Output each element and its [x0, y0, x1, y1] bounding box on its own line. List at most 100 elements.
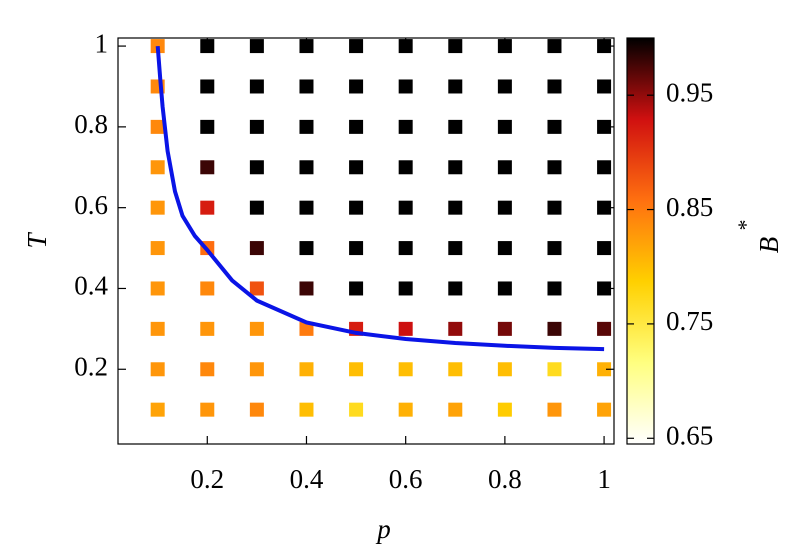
data-square	[200, 39, 215, 54]
data-square	[299, 241, 314, 256]
data-square	[448, 402, 463, 417]
data-square	[249, 281, 264, 296]
data-square	[249, 119, 264, 134]
data-square	[398, 362, 413, 377]
data-square	[200, 200, 215, 215]
data-square	[398, 119, 413, 134]
data-square	[497, 241, 512, 256]
x-tick-label: 0.2	[190, 464, 224, 494]
data-square	[200, 362, 215, 377]
data-square	[150, 200, 165, 215]
data-square	[299, 79, 314, 94]
data-square	[299, 362, 314, 377]
x-tick-label: 0.4	[290, 464, 324, 494]
y-axis-label: T	[22, 232, 52, 249]
data-square	[597, 321, 612, 336]
data-square	[299, 160, 314, 175]
x-tick-label: 0.8	[488, 464, 522, 494]
y-tick-label: 0.6	[74, 190, 108, 220]
data-square	[200, 321, 215, 336]
data-square	[299, 200, 314, 215]
data-square	[150, 119, 165, 134]
data-square	[448, 241, 463, 256]
data-square	[448, 321, 463, 336]
y-tick-label: 0.2	[74, 351, 108, 381]
data-square	[150, 281, 165, 296]
data-square	[349, 39, 364, 54]
data-square	[497, 321, 512, 336]
data-square	[150, 362, 165, 377]
data-square	[398, 241, 413, 256]
data-square	[398, 321, 413, 336]
data-square	[497, 402, 512, 417]
data-square	[597, 402, 612, 417]
data-square	[448, 119, 463, 134]
data-square	[597, 200, 612, 215]
colorbar-tick-label: 0.95	[666, 77, 713, 107]
data-square	[547, 79, 562, 94]
data-square	[349, 200, 364, 215]
data-square	[497, 281, 512, 296]
x-tick-label: 0.6	[389, 464, 423, 494]
data-square	[200, 160, 215, 175]
colorbar-label: B	[754, 237, 784, 254]
data-square	[299, 281, 314, 296]
data-square	[448, 160, 463, 175]
data-square	[349, 281, 364, 296]
colorbar	[626, 37, 655, 445]
colorbar-tick-label: 0.75	[666, 306, 713, 336]
data-square	[398, 200, 413, 215]
data-square	[299, 39, 314, 54]
data-square	[547, 39, 562, 54]
data-square	[299, 119, 314, 134]
data-square	[349, 160, 364, 175]
data-square	[547, 402, 562, 417]
colorbar-tick-label: 0.85	[666, 192, 713, 222]
data-square	[497, 200, 512, 215]
data-square	[398, 281, 413, 296]
data-square	[547, 119, 562, 134]
data-square	[249, 200, 264, 215]
data-square	[497, 119, 512, 134]
data-square	[200, 79, 215, 94]
data-square	[398, 79, 413, 94]
data-square	[249, 362, 264, 377]
data-square	[398, 402, 413, 417]
y-tick-label: 1	[95, 28, 109, 58]
data-square	[349, 362, 364, 377]
data-square	[597, 241, 612, 256]
data-square	[349, 241, 364, 256]
data-square	[200, 402, 215, 417]
data-square	[249, 39, 264, 54]
data-square	[597, 119, 612, 134]
data-square	[448, 281, 463, 296]
data-square	[249, 241, 264, 256]
data-square	[497, 39, 512, 54]
curve	[155, 45, 605, 352]
data-square	[448, 200, 463, 215]
data-square	[547, 321, 562, 336]
data-square	[597, 362, 612, 377]
data-square	[200, 119, 215, 134]
colorbar-tick-label: 0.65	[666, 420, 713, 450]
data-square	[597, 160, 612, 175]
data-square	[547, 241, 562, 256]
x-axis-label: p	[375, 514, 391, 544]
data-square	[497, 79, 512, 94]
data-square	[150, 160, 165, 175]
data-square	[249, 402, 264, 417]
data-square	[150, 241, 165, 256]
data-square	[448, 79, 463, 94]
data-square	[349, 402, 364, 417]
data-square	[497, 160, 512, 175]
data-square	[547, 200, 562, 215]
y-tick-label: 0.8	[74, 109, 108, 139]
y-tick-label: 0.4	[74, 271, 108, 301]
data-square	[547, 281, 562, 296]
data-square	[200, 281, 215, 296]
data-square	[597, 39, 612, 54]
data-square	[398, 39, 413, 54]
data-square	[349, 119, 364, 134]
colorbar-label-sup: *	[733, 220, 758, 231]
